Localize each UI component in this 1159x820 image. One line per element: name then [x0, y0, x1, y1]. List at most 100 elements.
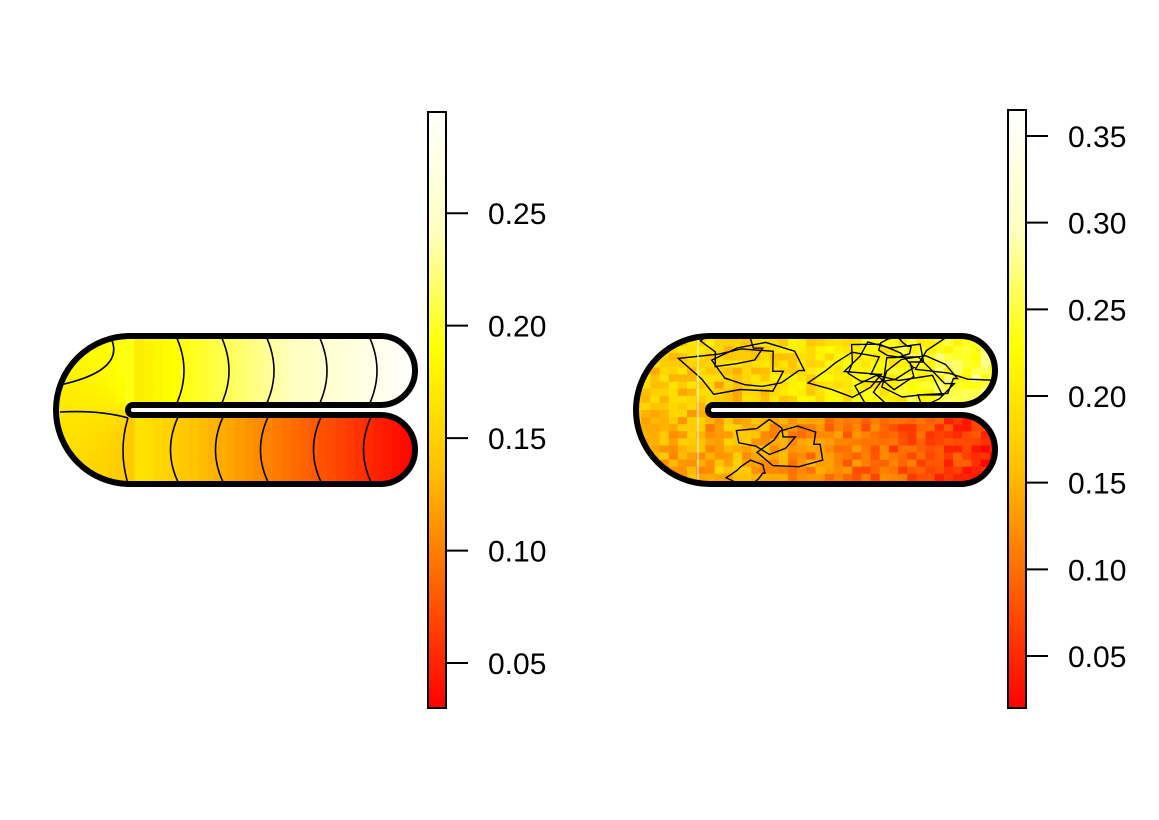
field-cell — [806, 452, 817, 461]
field-cell — [870, 346, 881, 354]
field-cell — [171, 346, 182, 354]
field-cell — [79, 445, 90, 454]
field-cell — [281, 459, 292, 468]
field-cell — [659, 336, 670, 340]
field-cell — [198, 388, 209, 397]
field-cell — [916, 360, 927, 369]
field-cell — [833, 367, 844, 376]
field-cell — [641, 431, 651, 439]
field-cell — [299, 473, 310, 482]
field-cell — [668, 360, 679, 369]
field-cell — [636, 480, 642, 484]
field-cell — [668, 431, 679, 439]
field-cell — [171, 466, 182, 475]
field-cell — [687, 459, 697, 468]
field-cell — [953, 360, 963, 369]
field-cell — [189, 445, 200, 454]
field-cell — [668, 480, 679, 484]
field-cell — [925, 395, 936, 404]
field-cell — [198, 395, 209, 404]
field-cell — [152, 473, 163, 482]
field-cell — [668, 445, 679, 454]
field-cell — [134, 452, 145, 461]
field-cell — [696, 395, 706, 404]
field-cell — [107, 459, 117, 468]
contour-line — [219, 336, 230, 408]
field-cell — [244, 360, 255, 369]
field-cell — [272, 445, 282, 454]
field-cell — [732, 438, 743, 447]
field-cell — [870, 374, 881, 383]
field-cell — [61, 353, 71, 361]
field-cell — [751, 374, 762, 383]
field-cell — [760, 388, 771, 397]
field-cell — [636, 466, 642, 475]
field-cell — [769, 473, 780, 482]
field-cell — [852, 445, 862, 454]
field-cell — [336, 346, 347, 354]
field-cell — [962, 381, 973, 390]
field-cell — [189, 381, 200, 390]
field-cell — [806, 388, 817, 397]
field-cell — [687, 402, 697, 411]
field-cell — [70, 466, 81, 475]
field-cell — [668, 381, 679, 390]
field-cell — [134, 459, 145, 468]
field-cell — [171, 445, 182, 454]
field-cell — [824, 452, 835, 461]
field-cell — [971, 466, 982, 475]
field-cell — [180, 445, 191, 454]
field-cell — [56, 336, 62, 340]
field-cell — [327, 374, 338, 383]
field-cell — [244, 438, 255, 447]
field-cell — [696, 346, 706, 354]
field-cell — [345, 417, 356, 425]
field-cell — [898, 360, 908, 369]
field-cell — [290, 353, 301, 361]
field-cell — [778, 438, 789, 447]
field-cell — [263, 473, 273, 482]
field-cell — [400, 353, 411, 361]
field-cell — [299, 466, 310, 475]
field-cell — [788, 473, 798, 482]
field-cell — [281, 374, 292, 383]
field-cell — [751, 395, 762, 404]
field-cell — [888, 431, 899, 439]
field-cell — [650, 417, 661, 425]
field-cell — [723, 424, 734, 432]
field-cell — [778, 466, 789, 475]
field-cell — [843, 424, 853, 432]
field-cell — [861, 466, 872, 475]
field-cell — [79, 388, 90, 397]
field-cell — [364, 367, 374, 376]
field-cell — [843, 388, 853, 397]
field-cell — [79, 381, 90, 390]
field-cell — [208, 360, 218, 369]
field-cell — [336, 339, 347, 347]
field-cell — [852, 353, 862, 361]
field-cell — [907, 381, 918, 390]
field-cell — [641, 353, 651, 361]
field-cell — [815, 388, 826, 397]
field-cell — [400, 445, 411, 454]
field-cell — [788, 431, 798, 439]
field-cell — [723, 346, 734, 354]
field-cell — [705, 424, 716, 432]
field-cell — [364, 445, 374, 454]
field-cell — [97, 417, 108, 425]
field-cell — [714, 381, 725, 390]
field-cell — [235, 339, 246, 347]
field-cell — [263, 424, 273, 432]
field-cell — [272, 459, 282, 468]
field-cell — [659, 395, 670, 404]
field-cell — [116, 452, 126, 461]
field-cell — [208, 367, 218, 376]
field-cell — [281, 424, 292, 432]
field-cell — [980, 381, 991, 390]
field-cell — [327, 395, 338, 404]
field-cell — [668, 367, 679, 376]
field-cell — [354, 452, 365, 461]
field-cell — [815, 438, 826, 447]
field-cell — [944, 339, 954, 347]
